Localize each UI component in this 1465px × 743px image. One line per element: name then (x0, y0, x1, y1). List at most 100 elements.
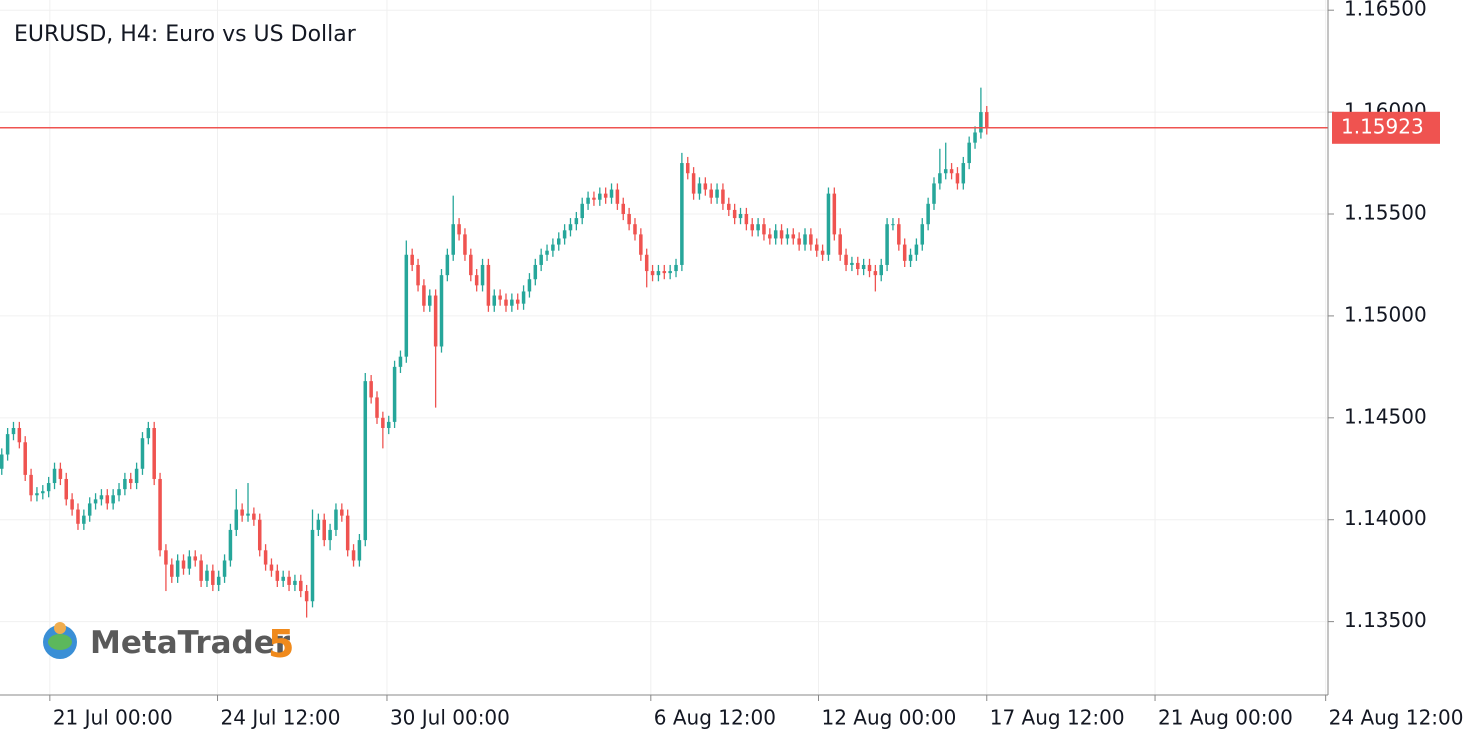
candle-body (709, 189, 713, 198)
candle-body (386, 421, 391, 429)
labels: 1.135001.140001.145001.150001.155001.160… (53, 0, 1464, 730)
candle-body (603, 193, 608, 198)
candle-body (861, 264, 866, 270)
candle-body (885, 224, 889, 265)
candle-body (29, 474, 33, 496)
candle-body (381, 417, 385, 429)
candle-body (263, 550, 268, 565)
candle-body (205, 570, 209, 581)
candle-body (357, 540, 362, 561)
candle-body (428, 295, 432, 306)
candle-body (422, 285, 426, 306)
candle-body (932, 183, 936, 204)
candle-body (773, 230, 778, 239)
candle-body (609, 189, 614, 198)
x-tick-label: 24 Jul 12:00 (221, 706, 341, 730)
candle-body (445, 254, 450, 276)
candle-body (457, 224, 461, 235)
candle-body (791, 234, 796, 239)
candle-body (252, 513, 256, 520)
candle-body (721, 189, 725, 204)
candle-body (756, 224, 760, 231)
candle-body (64, 478, 69, 500)
candle-body (562, 230, 567, 239)
x-tick-label: 30 Jul 00:00 (390, 706, 510, 730)
candle-body (920, 224, 925, 245)
candle-body (521, 291, 526, 304)
candle-body (375, 397, 379, 418)
candle-body (111, 495, 115, 504)
candle-body (949, 169, 954, 174)
candle-body (850, 262, 854, 265)
candle-body (23, 442, 27, 475)
candle-body (762, 224, 766, 235)
candle-body (715, 189, 719, 198)
candle-body (240, 509, 244, 516)
y-tick-label: 1.15500 (1344, 201, 1427, 225)
candle-body (211, 570, 215, 585)
candle-body (568, 224, 573, 231)
candle-body (750, 224, 754, 231)
candle-body (897, 224, 901, 245)
candle-body (674, 264, 678, 272)
candle-body (293, 580, 297, 585)
candle-body (363, 381, 368, 541)
candle-body (35, 493, 39, 496)
x-tick-label: 21 Jul 00:00 (53, 706, 173, 730)
candle-body (902, 244, 907, 261)
candle-body (474, 275, 479, 286)
x-tick-label: 17 Aug 12:00 (990, 706, 1125, 730)
candle-body (134, 468, 139, 484)
candle-body (140, 438, 145, 469)
candle-body (685, 163, 690, 174)
candle-body (891, 224, 895, 226)
candle-body (340, 509, 344, 516)
candle-body (322, 519, 326, 541)
candle-body (281, 576, 285, 581)
candle-body (627, 214, 631, 225)
candle-body (814, 244, 819, 251)
candle-body (58, 468, 63, 479)
candle-body (961, 163, 966, 184)
candle-body (586, 197, 590, 204)
candle-body (328, 529, 332, 541)
candle-body (633, 224, 637, 235)
candle-body (410, 254, 414, 265)
candle-body (316, 519, 321, 530)
candle-body (809, 234, 813, 245)
x-tick-label: 6 Aug 12:00 (654, 706, 776, 730)
candle-body (146, 428, 151, 439)
logo: MetaTrader 5 (43, 622, 294, 666)
candle-body (697, 183, 702, 194)
candle-body (99, 495, 104, 500)
candle-body (199, 560, 203, 581)
candle-body (175, 560, 180, 577)
candle-body (779, 230, 784, 239)
candle-body (46, 483, 51, 492)
candle-body (486, 264, 491, 306)
candle-body (621, 203, 626, 215)
candle-body (551, 244, 555, 251)
candle-body (70, 499, 74, 510)
candle-body (985, 112, 989, 129)
candle-body (498, 295, 502, 300)
candle-body (615, 189, 620, 204)
candle-body (469, 254, 473, 276)
candle-body (128, 478, 133, 484)
candle-body (732, 209, 737, 219)
y-tick-label: 1.14000 (1344, 506, 1427, 530)
candle-body (222, 560, 227, 577)
candle-body (856, 262, 860, 270)
y-tick-label: 1.15000 (1344, 302, 1427, 326)
candle-body (216, 576, 221, 585)
candle-body (797, 238, 801, 245)
candle-body (539, 254, 543, 265)
candle-body (369, 381, 373, 398)
candle-body (164, 550, 168, 565)
candle-body (879, 264, 883, 276)
y-tick-label: 1.14500 (1344, 404, 1427, 428)
candle-body (639, 234, 643, 255)
candle-body (938, 173, 942, 184)
candle-body (533, 264, 538, 280)
candle-body (269, 564, 274, 571)
